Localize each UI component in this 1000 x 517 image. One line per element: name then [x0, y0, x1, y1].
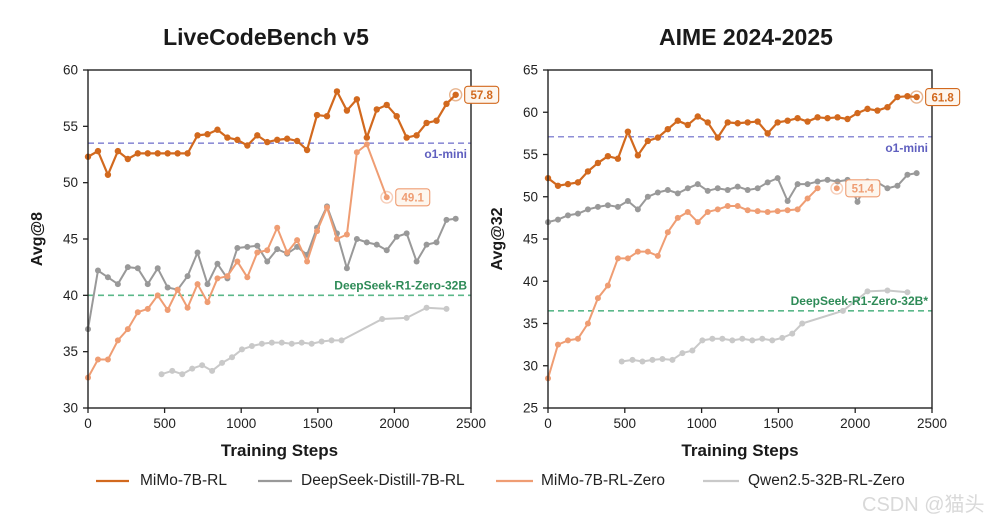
svg-text:65: 65 — [523, 63, 538, 78]
svg-text:50: 50 — [523, 189, 538, 204]
svg-text:500: 500 — [614, 416, 637, 431]
svg-text:61.8: 61.8 — [931, 92, 954, 104]
svg-text:45: 45 — [63, 232, 78, 247]
svg-text:500: 500 — [153, 416, 176, 431]
svg-text:30: 30 — [63, 401, 78, 416]
svg-text:45: 45 — [523, 232, 538, 247]
svg-text:2500: 2500 — [456, 416, 486, 431]
svg-text:2000: 2000 — [840, 416, 870, 431]
svg-text:0: 0 — [84, 416, 92, 431]
svg-text:1500: 1500 — [763, 416, 793, 431]
svg-text:0: 0 — [544, 416, 552, 431]
svg-text:35: 35 — [63, 344, 78, 359]
svg-text:50: 50 — [63, 175, 78, 190]
svg-text:1000: 1000 — [687, 416, 717, 431]
svg-text:60: 60 — [63, 63, 78, 78]
svg-text:30: 30 — [523, 358, 538, 373]
svg-text:25: 25 — [523, 401, 538, 416]
svg-text:Training Steps: Training Steps — [681, 441, 798, 460]
svg-text:49.1: 49.1 — [402, 193, 425, 205]
svg-text:Avg@8: Avg@8 — [29, 212, 46, 266]
svg-text:35: 35 — [523, 316, 538, 331]
svg-text:Training Steps: Training Steps — [221, 441, 338, 460]
svg-text:60: 60 — [523, 105, 538, 120]
svg-text:55: 55 — [63, 119, 78, 134]
svg-text:2500: 2500 — [917, 416, 947, 431]
svg-text:1500: 1500 — [303, 416, 333, 431]
svg-text:o1-mini: o1-mini — [424, 147, 467, 161]
svg-text:Avg@32: Avg@32 — [489, 207, 506, 270]
svg-text:40: 40 — [63, 288, 78, 303]
svg-text:40: 40 — [523, 274, 538, 289]
svg-text:o1-mini: o1-mini — [885, 141, 928, 155]
svg-text:51.4: 51.4 — [852, 184, 875, 196]
svg-text:55: 55 — [523, 147, 538, 162]
svg-text:DeepSeek-R1-Zero-32B: DeepSeek-R1-Zero-32B — [334, 278, 467, 292]
svg-text:1000: 1000 — [226, 416, 256, 431]
svg-text:DeepSeek-R1-Zero-32B*: DeepSeek-R1-Zero-32B* — [791, 294, 929, 308]
svg-text:2000: 2000 — [379, 416, 409, 431]
